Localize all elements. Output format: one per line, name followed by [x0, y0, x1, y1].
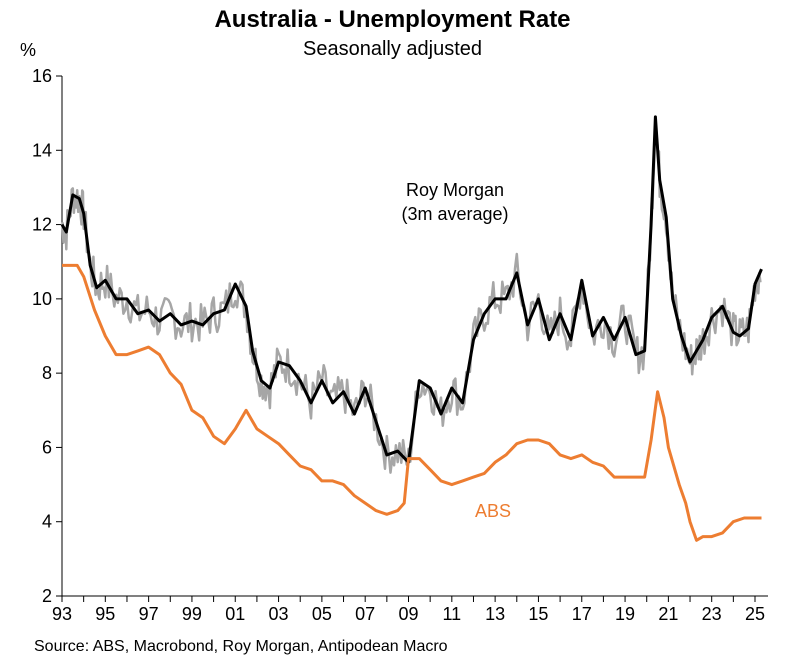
x-tick-label: 21	[658, 604, 678, 624]
x-tick-label: 01	[225, 604, 245, 624]
chart-title: Australia - Unemployment Rate	[214, 6, 571, 33]
y-tick-label: 2	[42, 586, 52, 606]
source-note: Source: ABS, Macrobond, Roy Morgan, Anti…	[34, 638, 448, 655]
y-tick-label: 4	[42, 512, 52, 532]
abs-label: ABS	[475, 501, 511, 521]
roy-morgan-sublabel: (3m average)	[401, 204, 508, 224]
x-tick-label: 95	[95, 604, 115, 624]
y-tick-label: 12	[32, 215, 52, 235]
x-tick-label: 25	[745, 604, 765, 624]
y-tick-label: 14	[32, 140, 52, 160]
x-tick-label: 19	[615, 604, 635, 624]
roy-morgan-3m-line	[60, 115, 763, 464]
x-tick-label: 15	[528, 604, 548, 624]
x-tick-label: 17	[572, 604, 592, 624]
x-tick-label: 09	[398, 604, 418, 624]
abs-line	[62, 263, 762, 542]
y-tick-label: 6	[42, 437, 52, 457]
x-tick-label: 11	[442, 604, 461, 624]
x-tick-label: 13	[485, 604, 505, 624]
y-tick-label: 8	[42, 363, 52, 383]
roy-morgan-label: Roy Morgan	[406, 180, 504, 200]
y-axis-unit-label: %	[20, 40, 37, 60]
y-tick-label: 10	[32, 289, 52, 309]
x-tick-label: 03	[269, 604, 289, 624]
chart-subtitle: Seasonally adjusted	[302, 38, 482, 60]
x-tick-label: 07	[355, 604, 375, 624]
x-tick-label: 97	[139, 604, 159, 624]
x-tick-label: 23	[702, 604, 722, 624]
x-tick-label: 05	[312, 604, 332, 624]
x-tick-label: 99	[182, 604, 202, 624]
x-tick-label: 93	[52, 604, 72, 624]
y-tick-label: 16	[32, 66, 52, 86]
